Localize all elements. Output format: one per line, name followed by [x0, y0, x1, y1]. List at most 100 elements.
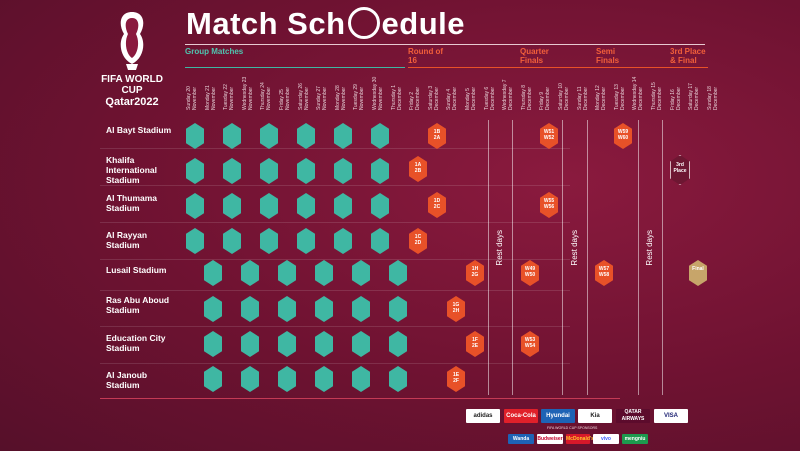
date-label: Tuesday 29 November	[353, 84, 366, 110]
team-slot: 2D	[414, 240, 422, 246]
phase-quarter: Quarter Finals	[520, 47, 549, 65]
group-match-hex[interactable]	[186, 123, 204, 149]
group-match-hex[interactable]	[278, 296, 296, 322]
sponsor-hyundai: Hyundai	[541, 409, 575, 423]
group-match-hex[interactable]	[315, 260, 333, 286]
sponsor-coca-cola: Coca-Cola	[504, 409, 538, 423]
match-qf-1[interactable]: W53 W54	[521, 331, 539, 357]
team-slot: 2B	[414, 168, 422, 174]
match-qf-2[interactable]: W49 W50	[521, 260, 539, 286]
group-match-hex[interactable]	[352, 296, 370, 322]
match-sf-2[interactable]: W59 W60	[614, 123, 632, 149]
team-slot: W53	[524, 337, 536, 343]
match-third-place[interactable]: 3rd Place	[670, 155, 690, 185]
match-r16-3[interactable]: 1D 2C	[428, 192, 446, 218]
group-match-hex[interactable]	[223, 193, 241, 219]
match-r16-6[interactable]: 1G 2H	[447, 296, 465, 322]
rest-divider	[587, 120, 588, 395]
date-label: Tuesday 13 December	[613, 84, 626, 110]
title-part2: edule	[381, 6, 465, 41]
group-match-hex[interactable]	[297, 158, 315, 184]
group-match-hex[interactable]	[241, 260, 259, 286]
group-match-hex[interactable]	[204, 260, 222, 286]
group-match-hex[interactable]	[371, 193, 389, 219]
team-slot: W49	[524, 266, 536, 272]
group-match-hex[interactable]	[297, 228, 315, 254]
team-slot: W52	[543, 135, 555, 141]
match-r16-8[interactable]: 1E 2F	[447, 366, 465, 392]
match-qf-3[interactable]: W55 W56	[540, 192, 558, 218]
stadium-label-2: Khalifa International Stadium	[106, 155, 158, 185]
group-match-hex[interactable]	[241, 296, 259, 322]
group-match-hex[interactable]	[186, 158, 204, 184]
date-label: Thursday 24 November	[260, 82, 273, 110]
group-match-hex[interactable]	[260, 193, 278, 219]
group-match-hex[interactable]	[315, 331, 333, 357]
group-match-hex[interactable]	[371, 158, 389, 184]
group-match-hex[interactable]	[260, 123, 278, 149]
match-final[interactable]: Final	[689, 260, 707, 286]
sponsor-mcdonalds: McDonald's	[566, 434, 594, 444]
match-r16-1[interactable]: 1B 2A	[428, 123, 446, 149]
group-match-hex[interactable]	[389, 366, 407, 392]
group-match-hex[interactable]	[389, 260, 407, 286]
group-match-hex[interactable]	[297, 123, 315, 149]
match-sf-1[interactable]: W57 W58	[595, 260, 613, 286]
team-slot: 1B	[433, 129, 441, 135]
stadium-label-4: Al Rayyan Stadium	[106, 230, 148, 250]
group-match-hex[interactable]	[223, 123, 241, 149]
group-match-hex[interactable]	[204, 331, 222, 357]
group-match-hex[interactable]	[389, 296, 407, 322]
group-match-hex[interactable]	[241, 331, 259, 357]
group-match-hex[interactable]	[315, 366, 333, 392]
date-label: Saturday 17 December	[688, 83, 701, 110]
match-label: 3rd Place	[673, 162, 687, 174]
group-match-hex[interactable]	[260, 158, 278, 184]
group-match-hex[interactable]	[260, 228, 278, 254]
group-match-hex[interactable]	[334, 193, 352, 219]
date-label: Tuesday 22 November	[223, 84, 236, 110]
group-match-hex[interactable]	[223, 228, 241, 254]
row-separator	[100, 185, 570, 186]
row-separator	[100, 326, 570, 327]
team-slot: W56	[543, 204, 555, 210]
group-match-hex[interactable]	[334, 228, 352, 254]
group-match-hex[interactable]	[334, 158, 352, 184]
match-qf-4[interactable]: W51 W52	[540, 123, 558, 149]
match-r16-5[interactable]: 1H 2G	[466, 260, 484, 286]
date-label: Wednesday 14 December	[632, 76, 645, 110]
sponsor-kia: Kia	[578, 409, 612, 423]
group-match-hex[interactable]	[352, 331, 370, 357]
rest-divider	[662, 120, 663, 395]
match-r16-4[interactable]: 1C 2D	[409, 228, 427, 254]
group-match-hex[interactable]	[389, 331, 407, 357]
match-label: Final	[692, 266, 704, 272]
group-match-hex[interactable]	[278, 260, 296, 286]
team-slot: 2G	[471, 272, 479, 278]
sponsor-vivo: vivo	[593, 434, 619, 444]
group-match-hex[interactable]	[278, 366, 296, 392]
fifa-logo: FIFA WORLD CUP Qatar2022	[92, 10, 172, 108]
group-match-hex[interactable]	[186, 193, 204, 219]
group-match-hex[interactable]	[278, 331, 296, 357]
group-match-hex[interactable]	[204, 296, 222, 322]
group-match-hex[interactable]	[186, 228, 204, 254]
group-match-hex[interactable]	[315, 296, 333, 322]
group-match-hex[interactable]	[297, 193, 315, 219]
stadium-label-1: Al Bayt Stadium	[106, 125, 172, 135]
match-r16-7[interactable]: 1F 2E	[466, 331, 484, 357]
group-match-hex[interactable]	[334, 123, 352, 149]
group-match-hex[interactable]	[371, 228, 389, 254]
bottom-divider	[100, 398, 620, 399]
date-label: Saturday 26 November	[297, 83, 310, 110]
group-match-hex[interactable]	[371, 123, 389, 149]
group-match-hex[interactable]	[241, 366, 259, 392]
team-slot: W57	[598, 266, 610, 272]
group-match-hex[interactable]	[204, 366, 222, 392]
match-r16-2[interactable]: 1A 2B	[409, 156, 427, 182]
team-slot: 2F	[453, 378, 459, 384]
sponsor-budweiser: Budweiser	[537, 434, 563, 444]
group-match-hex[interactable]	[223, 158, 241, 184]
group-match-hex[interactable]	[352, 260, 370, 286]
group-match-hex[interactable]	[352, 366, 370, 392]
